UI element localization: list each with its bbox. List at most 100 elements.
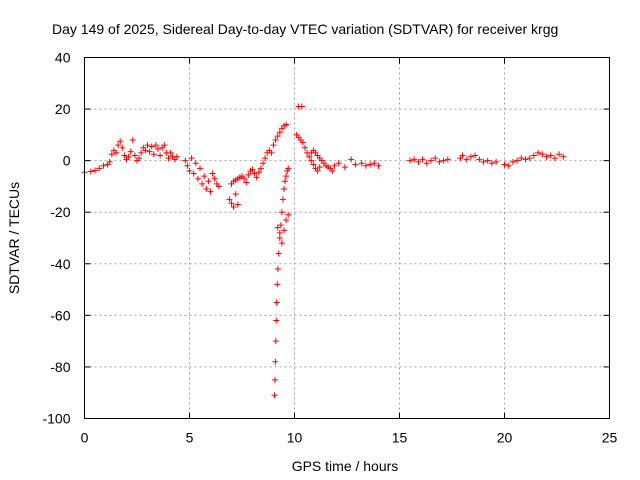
data-point: [535, 149, 542, 156]
x-tick-label: 0: [81, 430, 89, 446]
data-point: [543, 153, 550, 160]
data-point: [278, 240, 285, 247]
data-point: [108, 151, 115, 158]
data-point: [505, 162, 512, 169]
x-tick-label: 15: [392, 430, 408, 446]
data-point: [285, 211, 292, 218]
data-point: [272, 338, 279, 345]
y-tick-label: -20: [50, 204, 70, 220]
data-point: [272, 358, 279, 365]
data-point: [375, 162, 382, 169]
data-point: [241, 175, 248, 182]
data-point: [199, 180, 206, 187]
data-point: [358, 160, 365, 167]
data-point: [436, 158, 443, 165]
y-tick-labels: -100 -80 -60 -40 -20 0 20 40: [42, 50, 70, 427]
data-point: [197, 165, 203, 172]
data-point: [161, 142, 168, 149]
data-point: [262, 155, 269, 162]
data-point: [283, 216, 290, 223]
y-tick-label: 0: [63, 153, 71, 169]
data-point: [125, 153, 132, 160]
data-point: [283, 173, 290, 180]
chart-title: Day 149 of 2025, Sidereal Day-to-day VTE…: [52, 21, 558, 37]
data-point: [249, 166, 256, 173]
data-point: [274, 224, 281, 231]
data-point: [459, 152, 466, 159]
data-point: [556, 151, 563, 158]
data-point: [129, 137, 136, 144]
data-point: [284, 167, 291, 174]
data-point: [152, 142, 159, 149]
data-point: [411, 156, 418, 163]
axis-ticks: [84, 57, 610, 419]
data-point: [260, 160, 266, 167]
data-point: [480, 158, 487, 165]
data-point: [463, 156, 470, 163]
y-tick-label: -100: [42, 411, 70, 427]
x-tick-label: 10: [287, 430, 303, 446]
data-point: [467, 153, 474, 160]
data-point: [302, 144, 308, 151]
x-axis-title: GPS time / hours: [292, 458, 399, 474]
data-point: [514, 157, 521, 164]
data-point: [119, 144, 126, 151]
data-point: [509, 158, 516, 165]
data-point: [144, 142, 151, 149]
data-point: [341, 164, 348, 171]
data-point: [493, 158, 500, 165]
data-point: [419, 156, 426, 163]
data-point: [362, 162, 369, 169]
data-point: [192, 160, 199, 167]
data-point: [281, 186, 287, 193]
x-tick-label: 20: [497, 430, 513, 446]
data-point: [423, 160, 430, 167]
data-point: [182, 157, 189, 164]
data-point: [501, 161, 508, 168]
data-point: [298, 103, 305, 110]
data-point: [113, 149, 119, 156]
x-tick-labels: 0 5 10 15 20 25: [81, 430, 618, 446]
data-point: [273, 317, 280, 324]
data-point: [274, 281, 281, 288]
data-point: [245, 171, 252, 178]
data-point: [371, 160, 378, 167]
data-point: [310, 161, 317, 168]
data-point: [188, 155, 195, 162]
data-point: [228, 200, 235, 207]
data-point: [367, 161, 374, 168]
data-point: [270, 142, 277, 149]
data-point: [230, 204, 237, 211]
data-point: [165, 155, 172, 162]
data-point: [281, 227, 287, 234]
data-point: [271, 376, 278, 383]
data-point: [211, 175, 218, 182]
data-point: [547, 152, 554, 159]
data-point: [226, 196, 233, 203]
data-point: [87, 168, 94, 175]
data-point: [131, 152, 138, 159]
data-point: [276, 129, 283, 136]
data-point: [526, 155, 533, 162]
data-point: [539, 151, 546, 158]
data-point: [551, 155, 558, 162]
data-point: [428, 157, 434, 164]
data-point: [100, 162, 107, 169]
data-point: [243, 179, 250, 186]
x-tick-label: 25: [602, 430, 618, 446]
y-tick-label: 20: [55, 101, 71, 117]
data-point: [415, 158, 422, 165]
data-point: [484, 157, 491, 164]
data-point: [335, 160, 342, 167]
data-point: [205, 178, 212, 185]
data-point: [253, 174, 260, 181]
y-tick-label: -60: [50, 307, 70, 323]
data-point: [348, 156, 355, 163]
data-point: [522, 156, 529, 163]
plot-frame: [84, 57, 610, 419]
data-point: [167, 149, 174, 156]
data-point: [306, 153, 313, 160]
data-point: [440, 157, 447, 164]
data-point: [136, 155, 143, 162]
